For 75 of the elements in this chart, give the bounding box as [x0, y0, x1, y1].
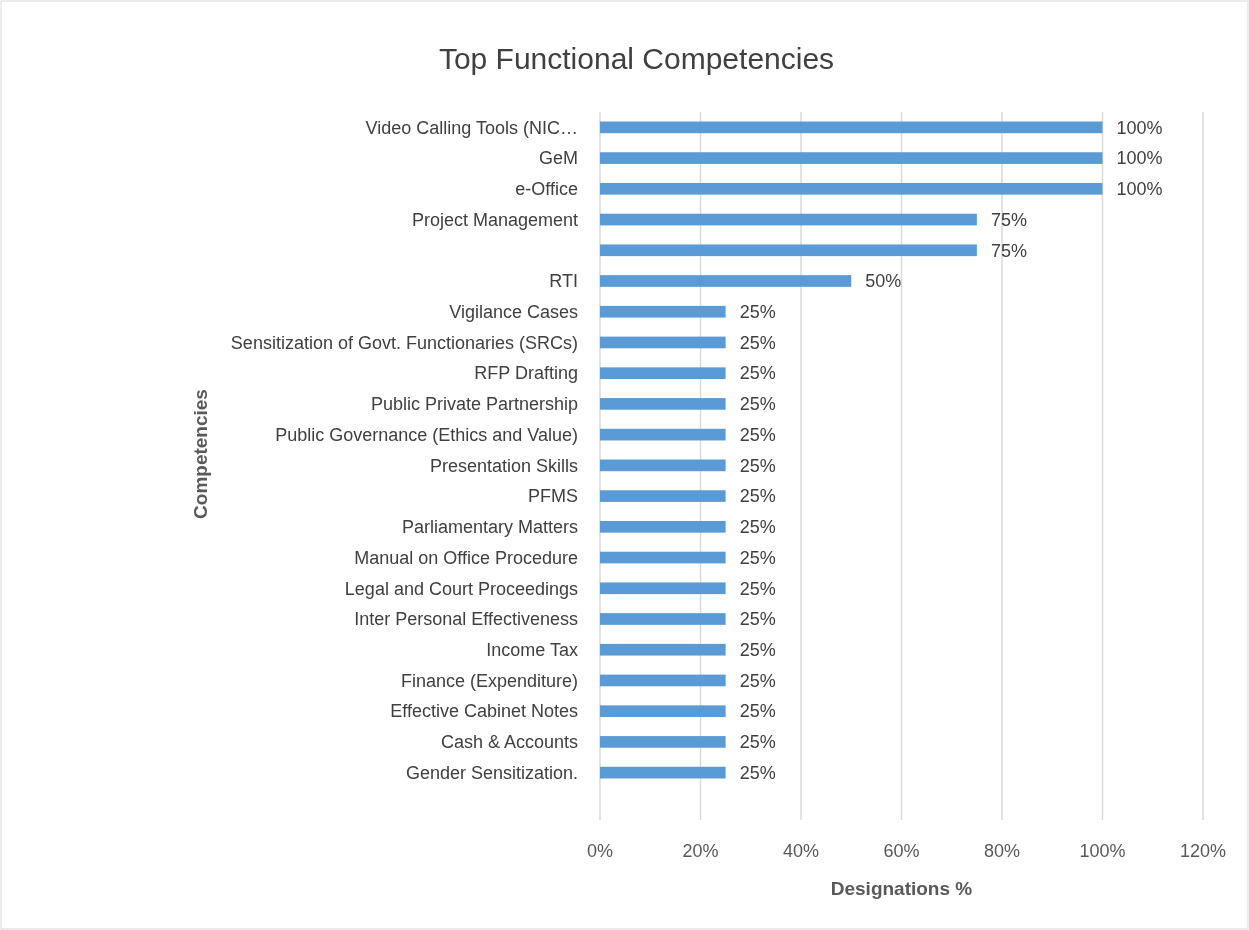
data-label: 100% — [1116, 148, 1163, 169]
data-label: 25% — [739, 732, 776, 753]
y-tick-label: e-Office — [515, 179, 578, 200]
data-label: 75% — [990, 209, 1027, 230]
data-label: 25% — [739, 363, 776, 384]
data-label: 25% — [739, 578, 776, 599]
x-tick-label: 80% — [983, 841, 1021, 862]
bar — [600, 121, 1103, 134]
bar — [600, 490, 726, 502]
y-tick-label: Vigilance Cases — [449, 302, 578, 323]
bar — [600, 305, 726, 318]
y-tick-label: Sensitization of Govt. Functionaries (SRCs) — [230, 332, 578, 353]
bar — [600, 674, 726, 687]
data-label: 75% — [990, 240, 1027, 261]
data-label: 100% — [1116, 117, 1163, 138]
bar — [600, 643, 726, 656]
y-tick-label: Effective Cabinet Notes — [390, 701, 578, 722]
y-tick-label: Presentation Skills — [429, 455, 578, 476]
bar — [600, 520, 726, 533]
y-tick-label: RFP Drafting — [474, 363, 578, 384]
data-label: 25% — [739, 486, 776, 507]
y-tick-label: RTI — [549, 271, 578, 292]
bar — [600, 428, 726, 441]
bar — [600, 582, 726, 595]
data-label: 25% — [739, 547, 776, 568]
data-label: 50% — [865, 271, 902, 292]
y-tick-label: Video Calling Tools (NIC… — [365, 117, 578, 138]
y-tick-label: Gender Sensitization. — [405, 762, 578, 783]
bar — [600, 613, 726, 625]
bar — [600, 336, 726, 349]
bar — [600, 398, 726, 410]
data-label: 25% — [739, 455, 776, 476]
y-tick-label: GeM — [538, 148, 578, 169]
bar — [600, 705, 726, 718]
bar — [600, 551, 726, 564]
bar — [600, 182, 1103, 195]
data-label: 25% — [739, 332, 776, 353]
bar — [600, 459, 726, 472]
y-tick-label: Cash & Accounts — [440, 732, 578, 753]
data-label: 25% — [739, 302, 776, 323]
y-tick-label: Public Private Partnership — [370, 394, 578, 415]
data-label: 25% — [739, 640, 776, 661]
data-label: 25% — [739, 424, 776, 445]
x-axis-title: Designations % — [830, 877, 973, 899]
data-label: 25% — [739, 609, 776, 630]
y-tick-label: Project Management — [411, 209, 578, 230]
y-tick-label: Legal and Court Proceedings — [344, 578, 578, 599]
data-label: 25% — [739, 762, 776, 783]
y-tick-label: Income Tax — [486, 640, 578, 661]
bar — [600, 244, 977, 257]
bar — [600, 766, 726, 779]
chart-title: Top Functional Competencies — [438, 41, 835, 75]
y-tick-label: Manual on Office Procedure — [354, 547, 578, 568]
y-tick-label: Parliamentary Matters — [401, 517, 578, 538]
data-label: 25% — [739, 517, 776, 538]
x-tick-label: 20% — [682, 841, 719, 862]
bar — [600, 275, 852, 287]
x-tick-label: 120% — [1179, 841, 1227, 862]
x-tick-label: 0% — [586, 841, 614, 862]
x-tick-label: 100% — [1079, 841, 1126, 862]
y-tick-label: Inter Personal Effectiveness — [354, 609, 578, 630]
y-tick-label: Public Governance (Ethics and Value) — [275, 424, 578, 445]
x-tick-label: 60% — [883, 841, 920, 862]
x-tick-label: 40% — [782, 841, 820, 862]
y-tick-label: PFMS — [527, 486, 578, 507]
bar — [600, 213, 977, 226]
y-tick-label: Finance (Expenditure) — [400, 670, 578, 691]
y-axis-title: Competencies — [189, 389, 211, 519]
bar — [600, 736, 726, 748]
bar — [600, 367, 726, 380]
data-label: 100% — [1116, 179, 1163, 200]
bar — [600, 152, 1103, 164]
data-label: 25% — [739, 701, 776, 722]
data-label: 25% — [739, 670, 776, 691]
data-label: 25% — [739, 394, 776, 415]
